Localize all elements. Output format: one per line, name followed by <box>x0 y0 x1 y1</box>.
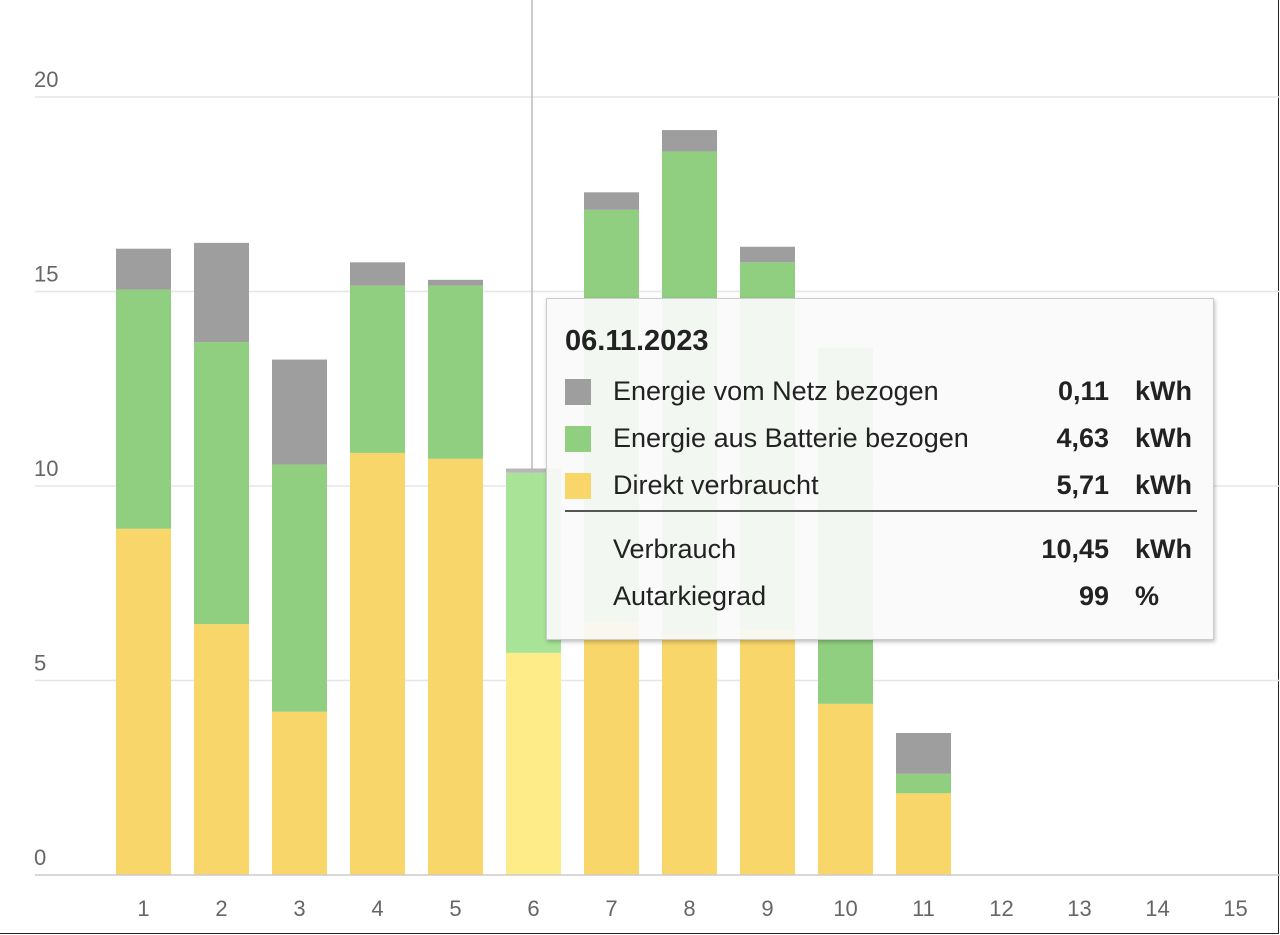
tooltip-divider <box>565 510 1197 512</box>
bar-segment <box>506 468 561 473</box>
tooltip-value: 4,63 <box>1056 423 1109 453</box>
bar-segment <box>818 703 873 875</box>
tooltip-label: Energie vom Netz bezogen <box>613 376 939 406</box>
y-axis: 0 5 10 15 20 <box>34 67 58 870</box>
bar-segment <box>662 633 717 875</box>
tooltip-unit: kWh <box>1135 534 1192 564</box>
bar-segment <box>116 289 171 529</box>
legend-swatch-grid <box>565 379 591 405</box>
x-tick-label: 5 <box>449 896 461 921</box>
x-tick-label: 3 <box>293 896 305 921</box>
tooltip-label: Verbrauch <box>613 534 737 564</box>
x-tick-label: 4 <box>371 896 383 921</box>
bar-segment <box>350 262 405 286</box>
bar-segment <box>740 629 795 875</box>
tooltip-label: Energie aus Batterie bezogen <box>613 423 969 453</box>
tooltip-unit: kWh <box>1135 376 1192 406</box>
tooltip-unit: % <box>1135 581 1160 611</box>
tooltip-unit: kWh <box>1135 470 1192 500</box>
bar-segment <box>194 242 249 343</box>
tooltip-value: 0,11 <box>1057 376 1109 406</box>
tooltip-row-grid: Energie vom Netz bezogen 0,11 kWh <box>565 376 1197 410</box>
bar-segment <box>506 652 561 875</box>
bar-segment <box>428 285 483 459</box>
y-tick-label: 10 <box>34 456 58 481</box>
bar-segment <box>350 452 405 875</box>
bar-segment <box>116 528 171 875</box>
bar-segment <box>428 279 483 286</box>
bar-segment <box>662 130 717 152</box>
x-tick-label: 11 <box>912 896 935 921</box>
x-tick-label: 2 <box>215 896 227 921</box>
x-tick-label: 6 <box>527 896 539 921</box>
bar-segment <box>896 733 951 774</box>
tooltip-date: 06.11.2023 <box>565 325 709 357</box>
bar-segment <box>428 458 483 875</box>
bars <box>116 130 951 875</box>
x-tick-label: 10 <box>833 896 857 921</box>
y-tick-label: 0 <box>34 845 46 870</box>
bar-segment <box>740 246 795 263</box>
x-tick-label: 9 <box>761 896 773 921</box>
bar-segment <box>194 342 249 625</box>
bar-segment <box>116 248 171 290</box>
legend-swatch-direct <box>565 473 591 499</box>
bar-segment <box>272 464 327 712</box>
tooltip-row-autarky: Autarkiegrad 99 % <box>565 581 1197 615</box>
tooltip-value: 5,71 <box>1056 470 1109 500</box>
x-tick-label: 12 <box>989 896 1013 921</box>
tooltip-row-direct: Direkt verbraucht 5,71 kWh <box>565 470 1197 504</box>
x-tick-label: 7 <box>605 896 617 921</box>
bar-segment <box>272 359 327 465</box>
tooltip-value: 99 <box>1078 581 1109 611</box>
tooltip-unit: kWh <box>1135 423 1192 453</box>
legend-swatch-battery <box>565 426 591 452</box>
bar-segment <box>194 624 249 875</box>
y-tick-label: 20 <box>34 67 58 92</box>
tooltip-row-battery: Energie aus Batterie bezogen 4,63 kWh <box>565 423 1197 457</box>
bar-segment <box>584 192 639 210</box>
y-tick-label: 5 <box>34 651 46 676</box>
tooltip-value: 10,45 <box>1041 534 1109 564</box>
bar-segment <box>584 622 639 875</box>
x-tick-label: 8 <box>683 896 695 921</box>
y-tick-label: 15 <box>34 262 58 287</box>
bar-segment <box>272 711 327 875</box>
x-axis: 1 2 3 4 5 6 7 8 9 10 11 12 13 14 15 <box>35 874 1280 921</box>
x-tick-label: 13 <box>1067 896 1091 921</box>
x-tick-label: 1 <box>137 896 149 921</box>
bar-segment <box>896 773 951 794</box>
x-tick-label: 14 <box>1145 896 1169 921</box>
chart-tooltip: 06.11.2023 Energie vom Netz bezogen 0,11… <box>546 298 1214 640</box>
bar-segment <box>896 793 951 875</box>
tooltip-row-consumption: Verbrauch 10,45 kWh <box>565 534 1197 568</box>
bar-segment <box>350 285 405 453</box>
x-tick-label: 15 <box>1223 896 1247 921</box>
tooltip-label: Direkt verbraucht <box>613 470 819 500</box>
tooltip-label: Autarkiegrad <box>613 581 767 611</box>
